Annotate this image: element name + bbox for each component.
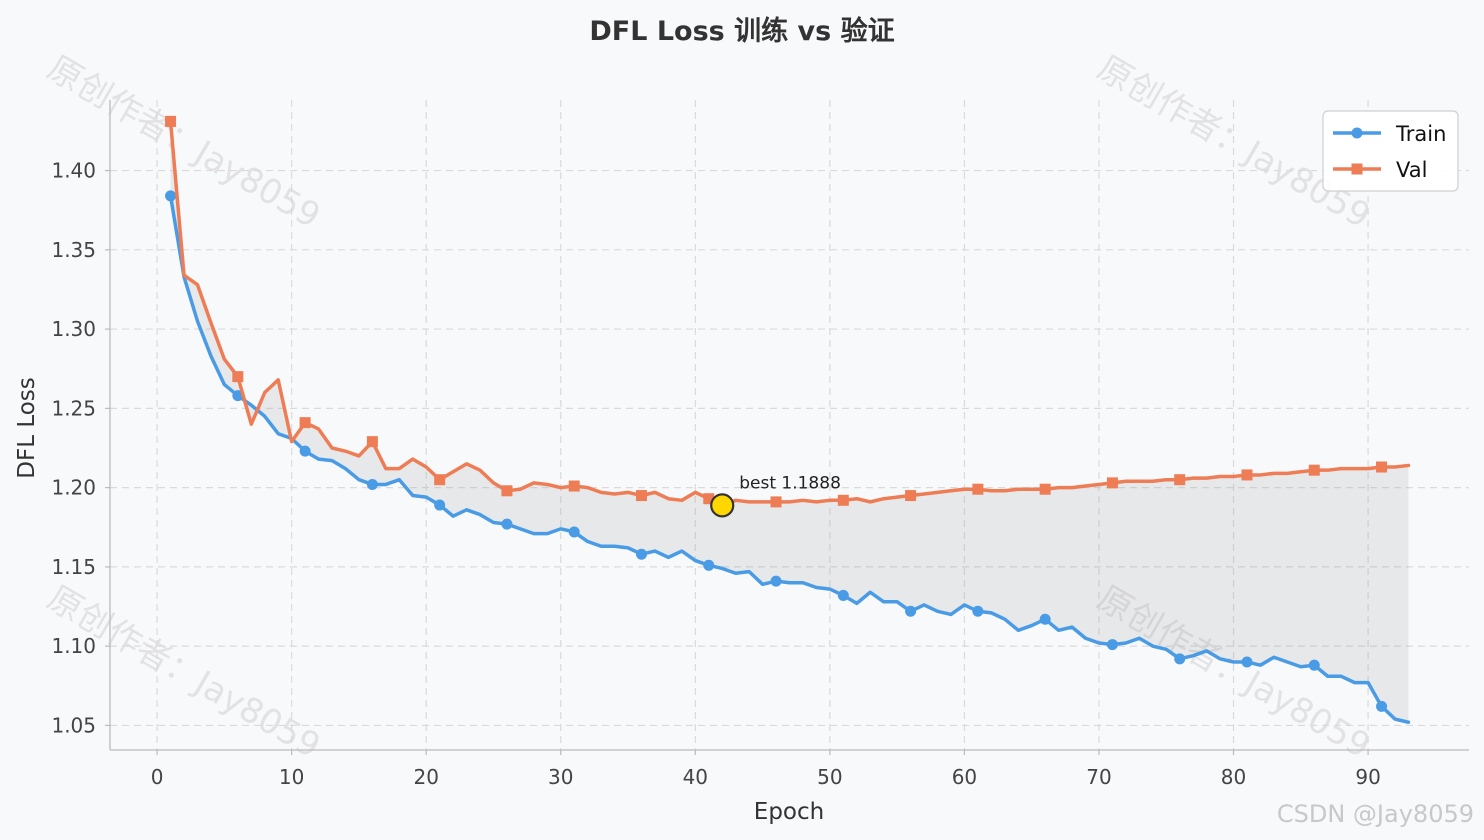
x-tick-label: 80 [1221, 765, 1246, 789]
val-legend-marker [1351, 163, 1363, 175]
val-point-marker [165, 115, 177, 127]
train-point-marker [972, 605, 984, 617]
best-label: best 1.1888 [739, 473, 841, 493]
val-point-marker [1106, 477, 1118, 489]
tick-labels: 0 10 20 30 40 50 60 70 80 90 1.05 1.10 1.15 1.20 1.25 1… [51, 159, 1380, 789]
y-tick-label: 1.40 [51, 159, 96, 183]
x-tick-label: 10 [279, 765, 304, 789]
train-point-marker [1106, 639, 1118, 651]
chart-title: DFL Loss 训练 vs 验证 [589, 15, 894, 47]
train-point-marker [568, 526, 580, 538]
y-tick-label: 1.30 [51, 317, 96, 341]
val-point-marker [299, 417, 311, 429]
train-point-marker [837, 589, 849, 601]
val-point-marker [837, 494, 849, 506]
best-marker [710, 493, 735, 518]
x-tick-label: 50 [817, 765, 842, 789]
val-point-marker [568, 480, 580, 492]
fill-between-area [170, 121, 1409, 723]
y-tick-label: 1.05 [51, 713, 96, 737]
y-axis-label: DFL Loss [14, 377, 40, 479]
val-point-marker [635, 490, 647, 502]
watermark-text: 原创作者：Jay8059 [41, 578, 327, 766]
train-legend-label: Train [1395, 122, 1446, 146]
val-point-marker [232, 371, 244, 383]
x-axis-label: Epoch [754, 799, 824, 825]
train-point-marker [232, 390, 244, 402]
val-point-marker [703, 493, 715, 505]
axes [105, 100, 1469, 755]
train-point-marker [299, 445, 311, 457]
train-point-marker [501, 518, 513, 530]
y-tick-label: 1.35 [51, 238, 96, 262]
y-tick-label: 1.10 [51, 634, 96, 658]
train-point-marker [165, 190, 177, 202]
val-point-marker [1039, 483, 1051, 495]
val-point-marker [1308, 464, 1320, 476]
grid-lines [110, 100, 1469, 750]
val-point-marker [501, 485, 513, 497]
train-point-marker [1376, 700, 1388, 712]
train-point-marker [366, 478, 378, 490]
train-point-marker [905, 605, 917, 617]
x-tick-label: 60 [952, 765, 977, 789]
x-tick-label: 40 [683, 765, 708, 789]
train-point-marker [1308, 659, 1320, 671]
x-tick-label: 90 [1355, 765, 1380, 789]
val-point-marker [1241, 469, 1253, 481]
x-tick-label: 70 [1086, 765, 1111, 789]
val-point-marker [434, 474, 446, 486]
csdn-credit: CSDN @Jay8059 [1277, 800, 1474, 828]
train-point-marker [1174, 653, 1186, 665]
train-point-marker [770, 575, 782, 587]
x-tick-label: 30 [548, 765, 573, 789]
train-point-marker [1241, 656, 1253, 668]
val-point-marker [905, 490, 917, 502]
val-point-marker [770, 496, 782, 508]
train-point-marker [703, 559, 715, 571]
val-point-marker [1376, 461, 1388, 473]
watermark-text: 原创作者：Jay8059 [41, 48, 327, 236]
val-point-marker [1174, 474, 1186, 486]
x-tick-label: 0 [151, 765, 164, 789]
train-point-marker [1039, 613, 1051, 625]
y-tick-label: 1.20 [51, 476, 96, 500]
legend: Train Val [1322, 110, 1459, 192]
val-legend-label: Val [1396, 158, 1427, 182]
val-point-marker [366, 436, 378, 448]
fill-between-polygon [170, 121, 1409, 723]
y-tick-label: 1.25 [51, 396, 96, 420]
train-point-marker [635, 548, 647, 560]
train-point-marker [434, 499, 446, 511]
val-series-line [168, 119, 1411, 508]
train-legend-marker [1351, 127, 1363, 139]
y-tick-label: 1.15 [51, 555, 96, 579]
best-annotation: best 1.1888 [710, 473, 841, 518]
val-point-marker [972, 483, 984, 495]
x-tick-label: 20 [413, 765, 438, 789]
series-layer [165, 115, 1411, 725]
